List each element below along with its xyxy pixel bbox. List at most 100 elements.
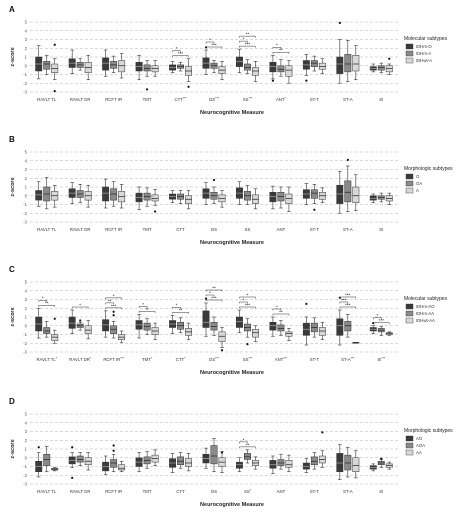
outlier-point — [112, 449, 115, 452]
box — [344, 180, 352, 203]
y-tick-label: -1 — [23, 464, 27, 469]
outlier-point — [313, 208, 316, 211]
outlier-point — [271, 79, 275, 82]
category-group: ****SI*** — [369, 313, 393, 363]
x-axis-label: Neurocognitive Measure — [200, 240, 264, 246]
box — [143, 64, 151, 72]
box — [218, 331, 226, 342]
x-tick-marker: *** — [283, 357, 287, 361]
box — [277, 324, 285, 332]
outlier-point — [153, 210, 157, 213]
x-tick-label: RCFT IR — [105, 97, 122, 102]
significance-bracket — [272, 47, 282, 49]
box — [118, 464, 126, 471]
legend-swatch — [405, 180, 414, 187]
significance-bracket — [105, 307, 122, 310]
y-tick-label: 2 — [25, 46, 28, 51]
significance-label: *** — [211, 42, 217, 47]
legend-entry-label: IDHm-O — [416, 44, 432, 49]
y-tick-label: 4 — [25, 288, 28, 293]
y-tick-label: 0 — [25, 193, 28, 198]
x-tick-label: RAVLT DR — [70, 227, 91, 232]
y-tick-label: 1 — [25, 55, 28, 60]
outlier-point — [79, 319, 82, 322]
y-tick-label: 5 — [25, 150, 28, 155]
category-group: ANT — [269, 453, 293, 494]
category-group: RCFT IR — [102, 444, 126, 494]
category-group: DS — [202, 178, 226, 232]
x-tick-label: SI*** — [377, 357, 386, 363]
category-group: ***TMT* — [135, 302, 159, 362]
box — [352, 457, 360, 472]
significance-label: * — [113, 293, 115, 298]
outlier-point — [220, 349, 224, 352]
box — [277, 459, 285, 466]
outlier-point — [53, 90, 56, 93]
x-tick-marker: * — [285, 97, 287, 101]
box — [185, 458, 192, 467]
box — [336, 56, 344, 74]
y-tick-label: 1 — [25, 315, 28, 320]
y-tick-label: 0 — [25, 323, 28, 328]
x-tick-label: CTT — [176, 489, 185, 494]
x-axis-label: Neurocognitive Measure — [200, 110, 264, 116]
y-tick-label: 2 — [25, 176, 28, 181]
significance-label: ** — [279, 309, 283, 314]
category-group: ***CTT* — [169, 303, 192, 362]
y-tick-label: -2 — [23, 81, 27, 86]
box — [76, 455, 84, 463]
box — [336, 318, 344, 336]
significance-bracket — [239, 441, 248, 444]
x-tick-label: RAVLT DR — [70, 489, 91, 494]
x-tick-label: SS*** — [243, 97, 253, 103]
y-tick-label: 5 — [25, 20, 28, 25]
category-group: DS — [202, 438, 226, 494]
x-tick-marker: * — [250, 489, 252, 493]
x-tick-label: DS*** — [209, 97, 219, 103]
outlier-point — [388, 57, 391, 60]
legend-title: Morphologic subtypes — [404, 166, 453, 172]
x-tick-label: ST-A — [343, 97, 353, 102]
y-tick-label: -2 — [23, 341, 27, 346]
significance-label: * — [276, 43, 278, 48]
panel-letter: A — [9, 5, 15, 14]
x-tick-label: RCFT IR — [105, 227, 122, 232]
category-group: ****CTT*** — [169, 46, 192, 102]
box — [352, 55, 360, 72]
box — [344, 54, 352, 73]
significance-label: ** — [246, 442, 250, 447]
significance-bracket — [71, 306, 89, 309]
significance-label: *** — [379, 318, 385, 323]
category-group: RCFT IR — [102, 178, 126, 232]
box — [102, 57, 110, 71]
y-tick-label: 1 — [25, 185, 28, 190]
box — [336, 453, 344, 472]
significance-label: ** — [212, 285, 216, 290]
outlier-point — [380, 457, 383, 460]
significance-bracket — [239, 446, 256, 449]
significance-label: * — [42, 296, 44, 301]
box — [344, 454, 352, 471]
category-group: CTT — [169, 452, 192, 494]
outlier-point — [212, 178, 216, 182]
category-group: TMT — [135, 54, 159, 102]
x-tick-marker: *** — [183, 97, 187, 101]
panel-letter: D — [9, 397, 15, 406]
box — [118, 60, 126, 73]
x-tick-marker: *** — [248, 97, 252, 101]
x-tick-label: ANT* — [276, 97, 287, 103]
x-tick-label: DS — [211, 227, 217, 232]
x-tick-label: ANT — [277, 489, 286, 494]
x-tick-marker: * — [56, 357, 58, 361]
significance-bracket — [373, 322, 390, 325]
outlier-point — [71, 476, 74, 479]
x-tick-label: SI — [379, 97, 383, 102]
box — [84, 325, 92, 334]
box — [285, 460, 293, 468]
y-axis-label: z-score — [10, 439, 16, 458]
category-group: RAVLT TL — [35, 446, 59, 494]
box — [236, 56, 243, 67]
x-tick-label: RAVLT DR — [70, 97, 91, 102]
